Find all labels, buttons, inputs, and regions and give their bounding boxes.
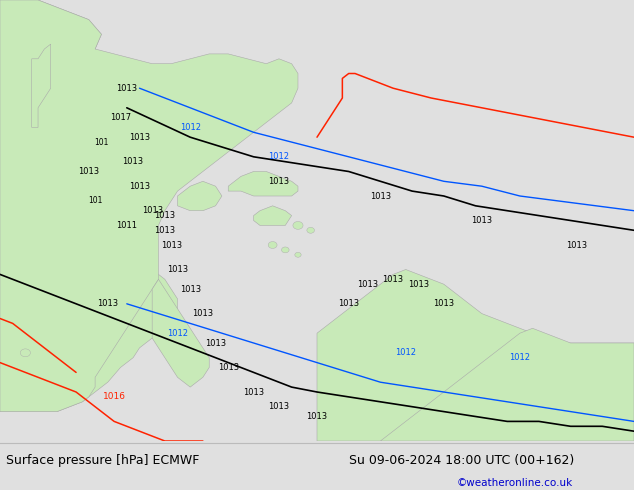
Text: 1013: 1013 <box>370 192 391 200</box>
Polygon shape <box>32 44 51 127</box>
Text: 1013: 1013 <box>116 84 138 93</box>
Text: 1013: 1013 <box>217 363 239 372</box>
Text: Su 09-06-2024 18:00 UTC (00+162): Su 09-06-2024 18:00 UTC (00+162) <box>349 454 574 467</box>
Text: 1013: 1013 <box>160 241 182 249</box>
Text: 1013: 1013 <box>192 309 214 318</box>
Text: 1012: 1012 <box>268 152 290 161</box>
Text: 101: 101 <box>94 138 108 147</box>
Text: 1011: 1011 <box>116 221 138 230</box>
Text: 1017: 1017 <box>110 113 131 122</box>
Polygon shape <box>317 270 634 441</box>
Polygon shape <box>254 206 292 225</box>
Text: 1013: 1013 <box>141 206 163 215</box>
Polygon shape <box>152 279 209 387</box>
Text: 1012: 1012 <box>167 329 188 338</box>
Text: 1012: 1012 <box>509 353 531 362</box>
Text: Surface pressure [hPa] ECMWF: Surface pressure [hPa] ECMWF <box>6 454 200 467</box>
Text: 1013: 1013 <box>129 133 150 142</box>
Text: 1013: 1013 <box>566 241 588 249</box>
Text: 1013: 1013 <box>382 275 404 284</box>
Circle shape <box>20 349 30 357</box>
Circle shape <box>268 242 277 248</box>
Polygon shape <box>178 181 222 211</box>
Text: 1013: 1013 <box>97 299 119 308</box>
Polygon shape <box>0 0 298 412</box>
Text: 1012: 1012 <box>179 123 201 132</box>
Text: 1013: 1013 <box>408 280 429 289</box>
Text: 101: 101 <box>88 196 102 205</box>
Circle shape <box>293 221 303 229</box>
Circle shape <box>307 227 314 233</box>
Text: 1013: 1013 <box>129 182 150 191</box>
Text: 1016: 1016 <box>103 392 126 401</box>
Text: 1013: 1013 <box>205 339 226 347</box>
Circle shape <box>281 247 289 253</box>
Text: 1012: 1012 <box>395 348 417 357</box>
Text: 1013: 1013 <box>357 280 378 289</box>
Text: 1013: 1013 <box>167 265 188 274</box>
Text: 1013: 1013 <box>154 211 176 220</box>
Text: 1013: 1013 <box>78 167 100 176</box>
Text: 1013: 1013 <box>122 157 144 166</box>
Polygon shape <box>0 0 178 412</box>
Text: ©weatheronline.co.uk: ©weatheronline.co.uk <box>456 478 573 488</box>
Text: 1013: 1013 <box>433 299 455 308</box>
Text: 1013: 1013 <box>306 412 328 421</box>
Text: 1013: 1013 <box>268 177 290 186</box>
Text: 1013: 1013 <box>179 285 201 294</box>
Text: 1013: 1013 <box>338 299 359 308</box>
Text: 1013: 1013 <box>154 226 176 235</box>
Polygon shape <box>380 328 634 441</box>
Text: 1013: 1013 <box>243 388 264 396</box>
Circle shape <box>295 252 301 257</box>
Text: 1013: 1013 <box>268 402 290 411</box>
Text: 1013: 1013 <box>471 216 493 225</box>
Polygon shape <box>228 172 298 196</box>
